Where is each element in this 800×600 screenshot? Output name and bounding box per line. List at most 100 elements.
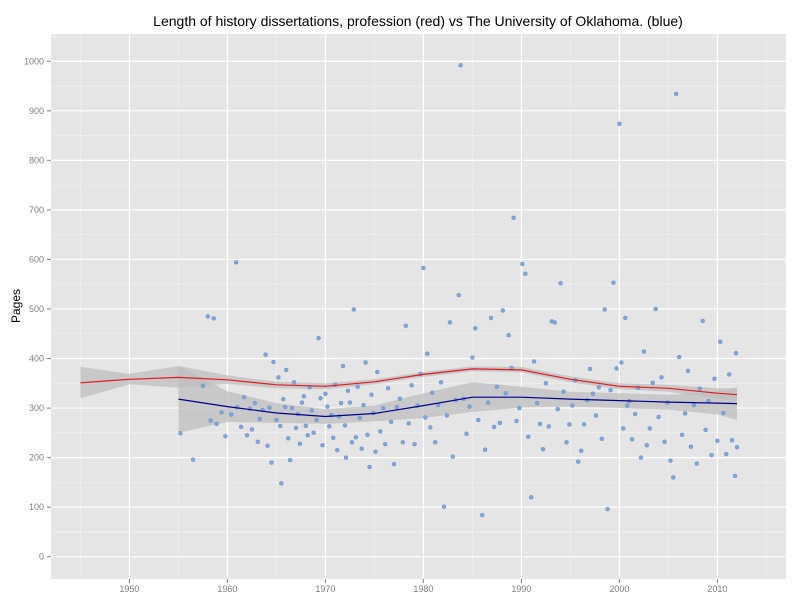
data-point [638, 455, 644, 460]
data-points [178, 62, 740, 518]
data-point [255, 439, 260, 444]
data-point [281, 396, 286, 402]
y-tick-label: 500 [29, 304, 44, 314]
data-point [470, 355, 475, 360]
data-point [500, 308, 505, 313]
y-tick-label: 800 [29, 155, 44, 165]
data-point [252, 400, 258, 406]
data-point [614, 366, 619, 371]
data-point [724, 451, 729, 457]
data-point [555, 406, 560, 412]
data-point [534, 400, 540, 406]
y-tick-label: 900 [29, 106, 44, 116]
data-point [619, 360, 624, 365]
x-tick-label: 1960 [217, 584, 237, 594]
x-tick-label: 1970 [315, 584, 335, 594]
data-point [721, 410, 726, 416]
data-point [441, 504, 447, 509]
data-point [274, 417, 279, 423]
y-tick-label: 100 [29, 502, 44, 512]
data-point [305, 433, 310, 438]
data-point [621, 426, 626, 431]
data-point [546, 424, 551, 429]
data-point [433, 440, 438, 445]
data-point [558, 281, 563, 286]
y-tick-label: 1000 [24, 56, 44, 66]
data-point [570, 403, 575, 408]
data-point [697, 386, 702, 391]
major-grid [51, 34, 786, 579]
data-point [564, 440, 569, 445]
data-point [438, 380, 444, 385]
data-point [476, 417, 481, 423]
data-point [596, 385, 601, 390]
data-point [611, 280, 616, 285]
data-point [381, 405, 386, 411]
data-point [208, 418, 213, 423]
data-point [233, 260, 239, 265]
y-tick-label: 600 [29, 254, 44, 264]
data-point [718, 339, 723, 344]
data-point [467, 404, 472, 409]
data-point [503, 391, 508, 396]
data-point [238, 424, 244, 430]
data-point [276, 375, 281, 380]
data-point [485, 400, 491, 405]
data-point [444, 413, 450, 418]
data-point [464, 431, 469, 436]
data-point [299, 400, 305, 405]
data-point [425, 351, 430, 356]
x-axis: 1950 1960 1970 1980 1990 2000 2010 [119, 579, 727, 594]
data-point [349, 440, 355, 445]
data-point [662, 439, 667, 444]
data-point [514, 418, 519, 424]
data-point [650, 380, 655, 385]
data-point [229, 412, 234, 417]
data-point [625, 403, 630, 408]
data-point [605, 506, 610, 512]
data-point [293, 425, 299, 431]
data-point [526, 434, 531, 439]
data-point [523, 271, 528, 276]
data-point [375, 369, 380, 375]
data-point [214, 421, 219, 427]
data-point [712, 376, 717, 381]
data-point [602, 307, 607, 312]
data-point [314, 417, 319, 423]
data-point [494, 384, 500, 389]
data-point [733, 350, 739, 356]
oklahoma-line [178, 396, 738, 418]
y-axis-label: Pages [9, 289, 23, 323]
data-point [682, 411, 688, 416]
data-point [729, 438, 735, 443]
data-point [388, 419, 394, 425]
data-point [338, 400, 344, 406]
data-point [325, 404, 330, 409]
data-point [497, 420, 502, 426]
data-point [668, 458, 673, 463]
data-point [391, 461, 397, 467]
data-point [617, 121, 622, 126]
data-point [351, 307, 356, 312]
data-point [412, 442, 417, 447]
data-point [365, 432, 370, 437]
data-point [430, 390, 435, 395]
data-point [700, 318, 705, 324]
data-point [311, 430, 316, 435]
data-point [677, 354, 682, 360]
data-point [456, 292, 461, 298]
data-point [303, 423, 308, 429]
x-tick-label: 1990 [511, 584, 531, 594]
data-point [369, 392, 374, 397]
data-point [581, 422, 587, 427]
data-point [709, 452, 714, 458]
data-point [576, 459, 581, 464]
data-point [679, 432, 685, 437]
data-point [552, 320, 557, 325]
data-point [653, 306, 658, 312]
data-point [674, 91, 679, 97]
data-point [383, 442, 388, 447]
data-point [715, 438, 720, 443]
data-point [301, 394, 306, 399]
data-point [491, 424, 497, 430]
